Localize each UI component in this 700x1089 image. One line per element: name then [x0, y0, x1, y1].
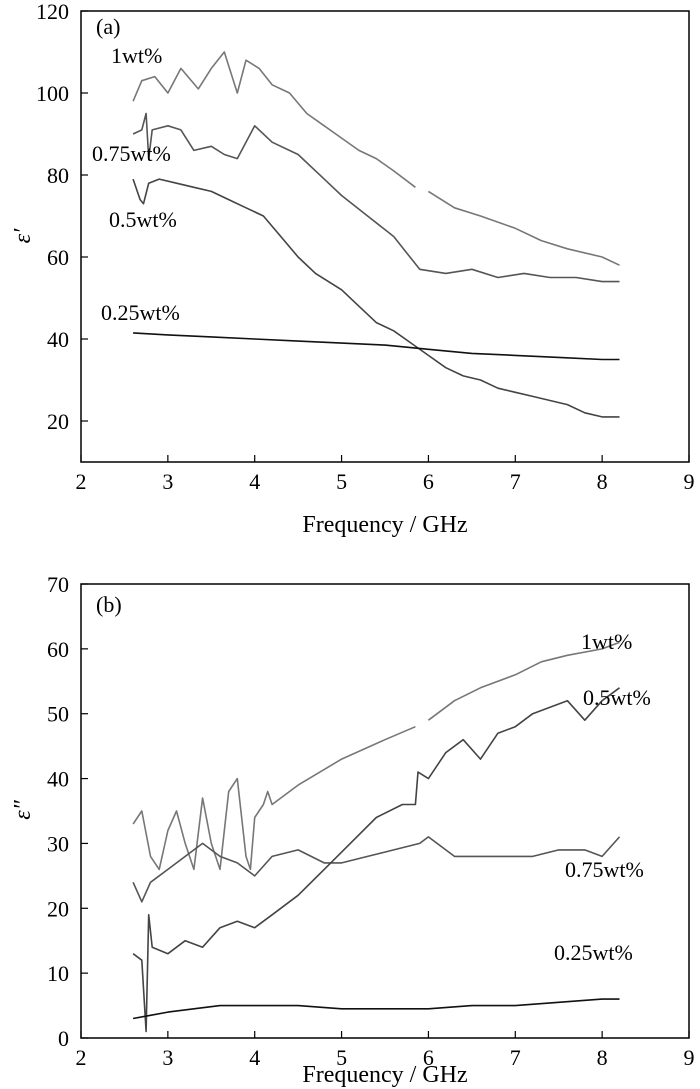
y-tick-label-a-1: 40 [47, 327, 69, 352]
x-ticks-a: 2 3 4 5 6 7 8 9 [76, 455, 695, 494]
x-ticks-b: 2 3 4 5 6 7 8 9 [76, 1031, 695, 1070]
y-tick-label-b-3: 30 [47, 831, 69, 856]
panel-label-b: (b) [96, 592, 122, 617]
y-tick-label-a-4: 100 [36, 81, 69, 106]
series-label-a-1wt: 1wt% [111, 43, 162, 68]
y-tick-label-b-1: 10 [47, 961, 69, 986]
series-label-a-075wt: 0.75wt% [92, 141, 171, 166]
series-line-a-025wt [133, 332, 620, 361]
series-line-b-1wt [132, 641, 620, 871]
x-tick-label-b-7: 9 [684, 1045, 695, 1070]
x-tick-label-b-1: 3 [162, 1045, 173, 1070]
x-tick-label-a-6: 8 [597, 469, 608, 494]
series-lines-a [132, 51, 620, 418]
series-lines-b [132, 641, 621, 1033]
panel-label-a: (a) [96, 14, 120, 39]
x-tick-label-b-6: 8 [597, 1045, 608, 1070]
x-tick-label-a-4: 6 [423, 469, 434, 494]
y-tick-label-a-2: 60 [47, 245, 69, 270]
plot-frame-a [80, 10, 690, 463]
x-tick-label-a-1: 3 [162, 469, 173, 494]
y-axis-title-a: ε′ [10, 228, 36, 243]
x-tick-label-a-5: 7 [510, 469, 521, 494]
series-label-b-05wt: 0.5wt% [583, 685, 651, 710]
chart-panel-a: (a) Frequency / GHz ε′ 2 3 4 5 6 7 8 9 20 40 60 80… [10, 0, 695, 538]
x-tick-label-b-3: 5 [336, 1045, 347, 1070]
series-line-b-025wt [132, 998, 620, 1020]
series-line-b-05wt [132, 687, 620, 1033]
x-axis-title-a: Frequency / GHz [302, 512, 467, 538]
y-ticks-b: 0 10 20 30 40 50 60 70 [47, 572, 88, 1051]
x-tick-label-b-4: 6 [423, 1045, 434, 1070]
series-line-a-05wt [132, 178, 620, 418]
y-ticks-a: 20 40 60 80 100 120 [36, 0, 88, 434]
series-label-a-025wt: 0.25wt% [101, 300, 180, 325]
plot-frame-b [80, 583, 690, 1039]
y-tick-label-b-0: 0 [58, 1026, 69, 1051]
series-label-a-05wt: 0.5wt% [109, 207, 177, 232]
series-label-b-1wt: 1wt% [581, 629, 632, 654]
y-tick-label-b-6: 60 [47, 637, 69, 662]
series-label-b-025wt: 0.25wt% [554, 940, 633, 965]
y-axis-title-b: ε″ [10, 799, 36, 819]
x-tick-label-a-7: 9 [684, 469, 695, 494]
y-tick-label-a-0: 20 [47, 409, 69, 434]
y-tick-label-b-7: 70 [47, 572, 69, 597]
x-tick-label-b-0: 2 [76, 1045, 87, 1070]
x-tick-label-b-5: 7 [510, 1045, 521, 1070]
series-line-a-1wt [132, 51, 620, 266]
chart-panel-b: (b) Frequency / GHz ε″ 2 3 4 5 6 7 8 9 0 10 20 30 4… [10, 572, 695, 1088]
series-line-a-075wt [132, 112, 620, 283]
series-label-b-075wt: 0.75wt% [565, 857, 644, 882]
y-tick-label-a-5: 120 [36, 0, 69, 24]
y-tick-label-a-3: 80 [47, 163, 69, 188]
series-line-b-075wt [132, 836, 621, 903]
x-axis-title-b: Frequency / GHz [302, 1062, 467, 1088]
y-tick-label-b-5: 50 [47, 702, 69, 727]
y-tick-label-b-4: 40 [47, 767, 69, 792]
x-tick-label-b-2: 4 [249, 1045, 260, 1070]
x-tick-label-a-0: 2 [76, 469, 87, 494]
y-tick-label-b-2: 20 [47, 896, 69, 921]
x-tick-label-a-2: 4 [249, 469, 260, 494]
x-tick-label-a-3: 5 [336, 469, 347, 494]
